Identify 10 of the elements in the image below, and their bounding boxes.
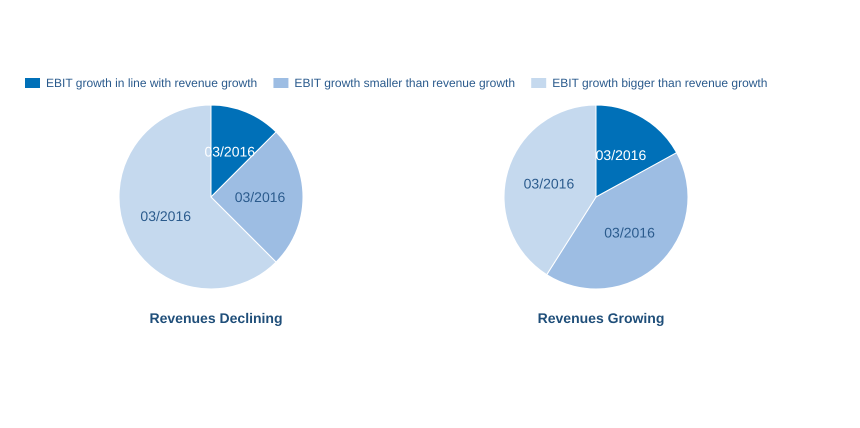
legend-label: EBIT growth in line with revenue growth [46, 76, 258, 90]
data-label: 03/2016 [524, 175, 574, 192]
slice-label: Revenues Declining [149, 310, 283, 326]
legend-label: EBIT growth smaller than revenue growth [294, 76, 515, 90]
slice-label: Revenues Growing [538, 310, 664, 326]
data-label: 03/2016 [140, 208, 192, 224]
data-label: 03/2016 [234, 189, 286, 205]
data-label: 03/2016 [604, 224, 656, 241]
data-label: 03/2016 [596, 146, 646, 163]
legend-label: EBIT growth bigger than revenue growth [552, 76, 768, 90]
